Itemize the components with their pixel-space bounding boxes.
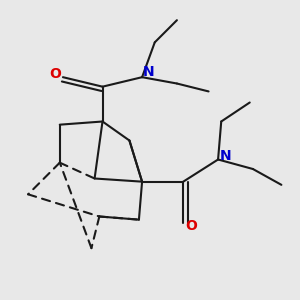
Text: O: O [185, 219, 197, 233]
Text: O: O [49, 67, 61, 81]
Text: N: N [142, 65, 154, 80]
Text: N: N [220, 149, 232, 163]
